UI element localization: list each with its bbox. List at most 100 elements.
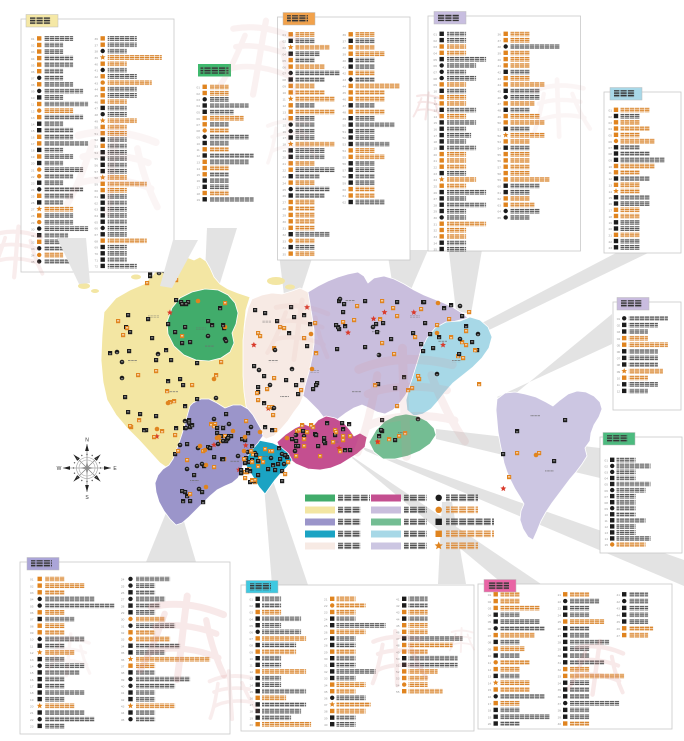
- svg-text:12: 12: [488, 668, 492, 672]
- svg-text:42: 42: [343, 72, 347, 76]
- svg-text:02: 02: [609, 115, 613, 119]
- svg-text:23: 23: [434, 172, 438, 176]
- svg-text:31: 31: [283, 227, 287, 231]
- svg-text:33: 33: [283, 239, 287, 243]
- svg-text:11: 11: [30, 644, 33, 648]
- svg-text:36: 36: [121, 658, 125, 662]
- svg-text:42: 42: [121, 698, 125, 702]
- svg-text:52: 52: [396, 670, 400, 674]
- svg-text:05: 05: [434, 58, 438, 62]
- svg-text:39: 39: [324, 716, 328, 720]
- svg-text:14: 14: [609, 190, 613, 194]
- svg-text:27: 27: [434, 197, 438, 201]
- svg-text:05: 05: [30, 604, 34, 608]
- svg-text:27: 27: [324, 637, 328, 641]
- svg-text:52: 52: [95, 138, 99, 142]
- svg-text:07: 07: [283, 72, 287, 76]
- svg-text:12: 12: [609, 177, 613, 181]
- svg-text:16: 16: [30, 678, 34, 682]
- svg-text:04: 04: [434, 52, 438, 56]
- svg-text:02: 02: [30, 584, 34, 588]
- svg-text:10: 10: [609, 165, 613, 169]
- svg-text:21: 21: [434, 159, 438, 163]
- svg-text:24: 24: [324, 617, 328, 621]
- svg-text:10: 10: [488, 654, 492, 658]
- svg-text:49: 49: [396, 650, 400, 654]
- svg-text:07: 07: [605, 495, 609, 499]
- svg-text:10: 10: [250, 657, 254, 661]
- svg-text:43: 43: [121, 705, 125, 709]
- svg-text:15: 15: [31, 129, 35, 133]
- svg-text:11: 11: [31, 103, 34, 107]
- svg-text:13: 13: [197, 161, 201, 165]
- svg-text:19: 19: [30, 698, 34, 702]
- svg-text:14: 14: [605, 537, 609, 541]
- svg-text:07: 07: [434, 71, 438, 75]
- svg-text:04: 04: [488, 613, 492, 617]
- svg-text:58: 58: [95, 176, 99, 180]
- svg-text:13: 13: [488, 675, 492, 679]
- svg-text:19: 19: [250, 716, 254, 720]
- svg-text:31: 31: [434, 222, 438, 226]
- svg-text:12: 12: [31, 109, 35, 113]
- svg-text:13: 13: [283, 110, 287, 114]
- svg-text:43: 43: [95, 81, 99, 85]
- svg-text:01: 01: [605, 459, 609, 463]
- svg-text:51: 51: [498, 127, 502, 131]
- svg-text:30: 30: [558, 654, 562, 658]
- svg-text:35: 35: [31, 260, 35, 264]
- svg-text:09: 09: [605, 507, 609, 511]
- svg-text:24: 24: [558, 613, 562, 617]
- svg-text:18: 18: [488, 709, 492, 713]
- svg-text:37: 37: [121, 664, 125, 668]
- svg-text:41: 41: [121, 691, 125, 695]
- svg-text:32: 32: [558, 668, 562, 672]
- svg-text:48: 48: [95, 113, 99, 117]
- svg-text:08: 08: [283, 78, 287, 82]
- svg-text:69: 69: [95, 246, 99, 250]
- svg-text:63: 63: [95, 208, 99, 212]
- svg-text:54: 54: [396, 683, 400, 687]
- svg-text:26: 26: [558, 627, 562, 631]
- svg-text:63: 63: [498, 203, 502, 207]
- svg-text:04: 04: [609, 127, 613, 131]
- svg-text:72: 72: [95, 265, 99, 269]
- svg-text:37: 37: [324, 703, 328, 707]
- svg-text:59: 59: [343, 181, 347, 185]
- svg-text:17: 17: [283, 136, 287, 140]
- svg-text:31: 31: [558, 661, 562, 665]
- svg-text:30: 30: [31, 227, 35, 231]
- svg-text:36: 36: [558, 695, 562, 699]
- svg-text:24: 24: [434, 178, 438, 182]
- svg-text:03: 03: [434, 45, 438, 49]
- svg-text:46: 46: [617, 627, 621, 631]
- svg-text:41: 41: [343, 65, 347, 69]
- svg-text:16: 16: [434, 127, 438, 131]
- svg-text:23: 23: [558, 607, 562, 611]
- svg-text:15: 15: [30, 671, 34, 675]
- svg-text:45: 45: [121, 718, 125, 722]
- svg-text:55: 55: [343, 156, 347, 160]
- svg-text:43: 43: [396, 611, 400, 615]
- svg-text:28: 28: [558, 641, 562, 645]
- svg-text:20: 20: [609, 227, 613, 231]
- svg-text:47: 47: [95, 107, 99, 111]
- svg-text:26: 26: [31, 201, 35, 205]
- svg-text:67: 67: [95, 233, 99, 237]
- svg-text:04: 04: [617, 337, 621, 341]
- svg-text:13: 13: [609, 184, 613, 188]
- svg-text:25: 25: [558, 620, 562, 624]
- svg-text:17: 17: [31, 142, 35, 146]
- svg-text:64: 64: [498, 210, 502, 214]
- svg-text:45: 45: [617, 620, 621, 624]
- svg-text:25: 25: [121, 584, 125, 588]
- svg-text:09: 09: [197, 136, 201, 140]
- svg-text:66: 66: [95, 227, 99, 231]
- svg-text:09: 09: [617, 370, 621, 374]
- svg-text:68: 68: [95, 239, 99, 243]
- svg-text:36: 36: [343, 33, 347, 37]
- svg-text:25: 25: [434, 184, 438, 188]
- svg-text:05: 05: [197, 111, 201, 115]
- svg-text:06: 06: [617, 350, 621, 354]
- svg-text:04: 04: [31, 57, 35, 61]
